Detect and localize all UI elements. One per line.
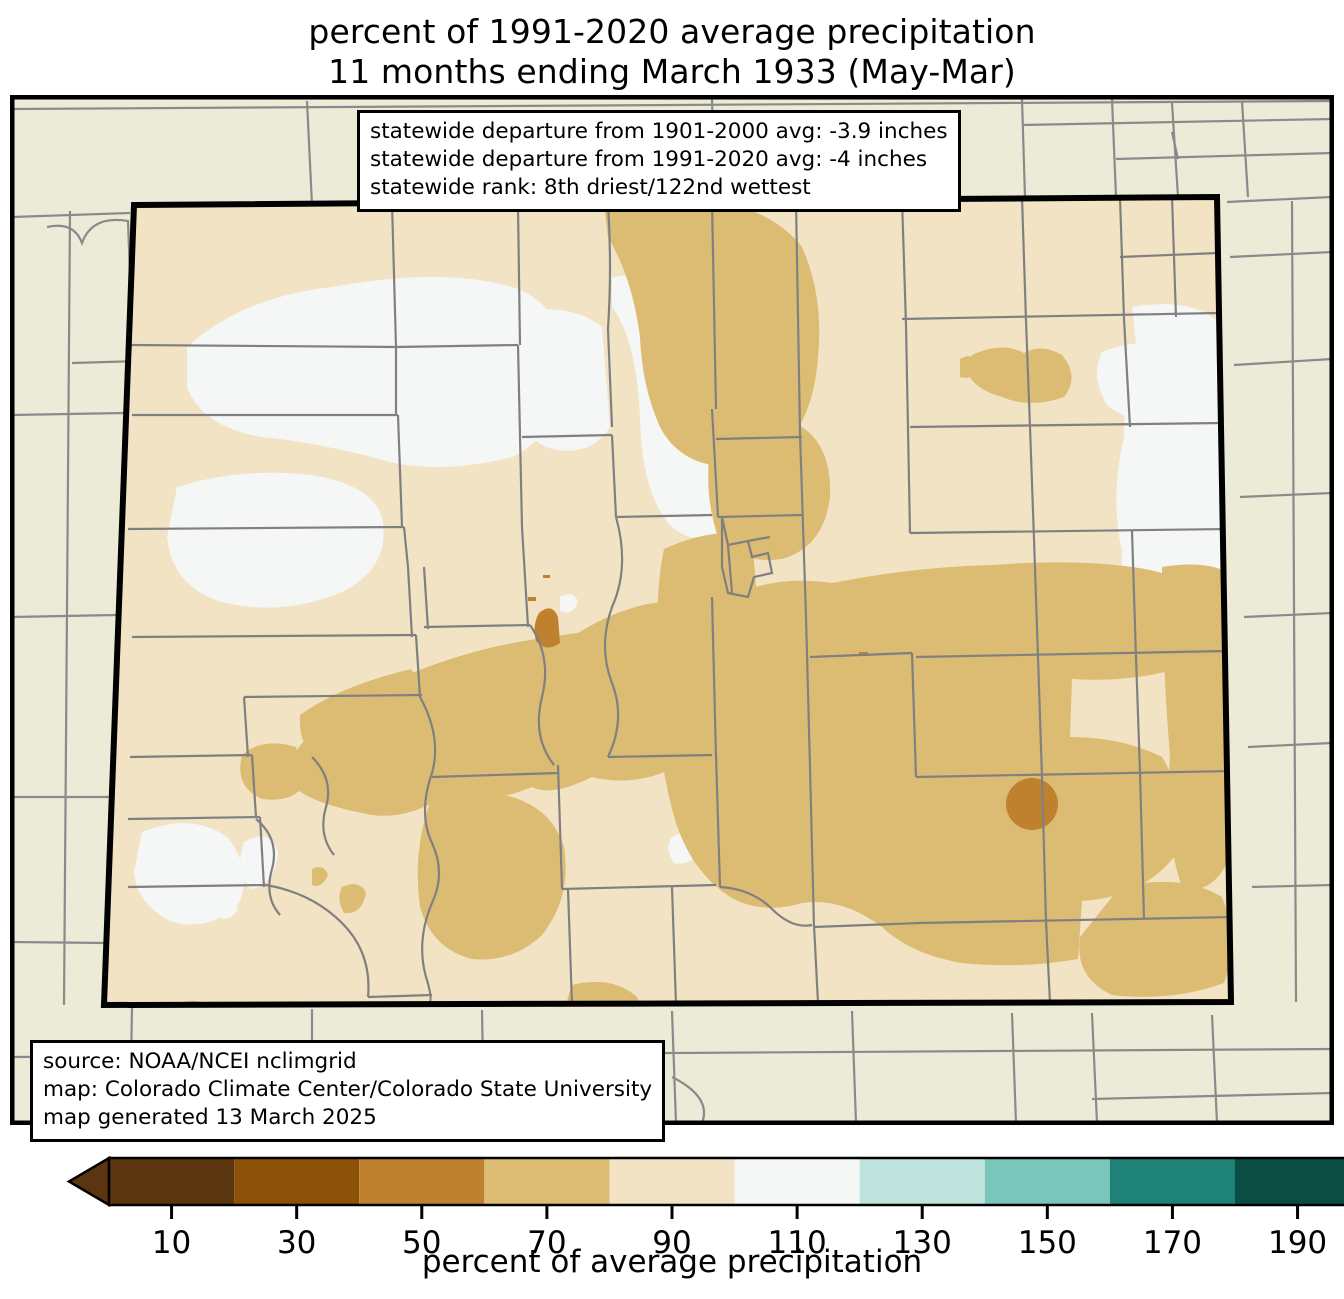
colorbar-tick-label: 150 [1018, 1225, 1077, 1261]
colorbar-band [234, 1158, 360, 1205]
colorbar-band [1235, 1158, 1344, 1205]
statewide-stats-box: statewide departure from 1901-2000 avg: … [357, 110, 961, 212]
source-line-1: source: NOAA/NCEI nclimgrid [43, 1049, 357, 1074]
colorbar-tick-label: 50 [402, 1225, 441, 1261]
colorbar-outline [107, 1156, 1344, 1207]
colorbar-tick-label: 30 [277, 1225, 316, 1261]
source-credit-box: source: NOAA/NCEI nclimgrid map: Colorad… [30, 1040, 666, 1142]
colorbar-tick-label: 130 [893, 1225, 952, 1261]
band-50-70 [170, 199, 1231, 1005]
colorbar-ticks [170, 1205, 1300, 1219]
colorbar: 10 30 50 70 90 110 130 150 170 190 [0, 1148, 1344, 1299]
colorbar-band [734, 1158, 860, 1205]
colorbar-band [609, 1158, 735, 1205]
colorbar-tick-label: 10 [152, 1225, 191, 1261]
colorbar-band [109, 1158, 235, 1205]
colorbar-bands [66, 1155, 1344, 1208]
colorbar-canvas: 10 30 50 70 90 110 130 150 170 190 [66, 1155, 1344, 1261]
colorbar-tick-label: 110 [768, 1225, 827, 1261]
colorbar-tick-labels: 10 30 50 70 90 110 130 150 170 190 [152, 1225, 1327, 1261]
colorbar-axis-label: percent of average precipitation [421, 1244, 923, 1280]
title-line-1: percent of 1991-2020 average precipitati… [308, 12, 1036, 51]
precipitation-field [104, 197, 1231, 1005]
map-canvas [12, 97, 1332, 1123]
map-frame [12, 97, 1332, 1123]
colorbar-tick-label: 70 [527, 1225, 566, 1261]
stats-line-1: statewide departure from 1901-2000 avg: … [370, 119, 948, 144]
colorbar-band [859, 1158, 985, 1205]
colorado-county-lines [127, 197, 1231, 1005]
colorbar-extend-low [66, 1155, 111, 1208]
colorbar-tick-label: 170 [1143, 1225, 1202, 1261]
page-title: percent of 1991-2020 average precipitati… [0, 12, 1344, 91]
source-line-2: map: Colorado Climate Center/Colorado St… [43, 1076, 653, 1102]
precipitation-map [10, 95, 1334, 1125]
colorbar-band [484, 1158, 610, 1205]
stats-line-2: statewide departure from 1991-2020 avg: … [370, 146, 928, 172]
colorbar-band [984, 1158, 1110, 1205]
colorbar-tick-label: 90 [652, 1225, 691, 1261]
colorbar-band [1109, 1158, 1235, 1205]
title-line-2: 11 months ending March 1933 (May-Mar) [328, 51, 1016, 91]
stats-line-3: statewide rank: 8th driest/122nd wettest [370, 174, 811, 200]
colorbar-band [359, 1158, 485, 1205]
source-line-3: map generated 13 March 2025 [43, 1104, 377, 1130]
colorbar-tick-label: 190 [1268, 1225, 1327, 1261]
